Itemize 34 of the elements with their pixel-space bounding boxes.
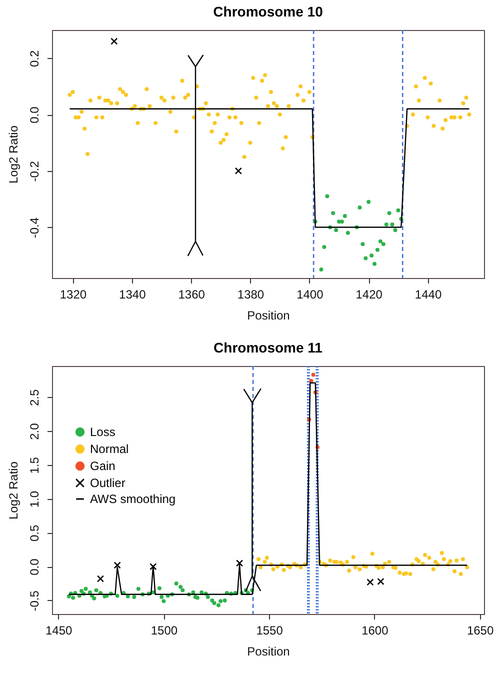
y-tick-label: 2.5 [28, 389, 42, 406]
y-tick-label: -0.5 [28, 590, 42, 612]
x-axis-title: Position [247, 308, 290, 322]
x-tick-label: 1450 [45, 624, 72, 638]
legend-label: Gain [90, 459, 116, 473]
y-tick-label: 1.5 [28, 456, 42, 474]
x-tick-label: 1600 [362, 624, 389, 638]
y-tick-label: 0.0 [28, 558, 42, 576]
legend-label: Loss [90, 425, 116, 439]
x-axis-title: Position [247, 644, 290, 658]
y-axis-title: Log2 Ratio [6, 461, 20, 520]
y-tick-label: 0.0 [28, 106, 42, 124]
chart-title: Chromosome 10 [213, 3, 324, 20]
x-tick-label: 1440 [414, 288, 442, 302]
y-tick-label: -0.4 [28, 217, 42, 238]
x-tick-label: 1320 [60, 288, 87, 302]
legend-label: Normal [90, 442, 129, 456]
y-tick-label: 2.0 [28, 422, 42, 440]
x-tick-label: 1650 [466, 624, 494, 638]
legend-label: Outlier [90, 476, 126, 490]
x-tick-label: 1380 [237, 288, 264, 302]
x-tick-label: 1420 [356, 288, 383, 302]
legend-label: AWS smoothing [90, 492, 176, 506]
x-tick-label: 1400 [296, 288, 324, 302]
y-axis-title: Log2 Ratio [6, 125, 20, 184]
chart-title: Chromosome 11 [214, 339, 323, 356]
x-tick-label: 1550 [256, 624, 284, 638]
x-tick-label: 1500 [150, 624, 178, 638]
y-tick-label: 1.0 [28, 490, 42, 508]
y-tick-label: -0.2 [28, 160, 42, 182]
y-tick-label: 0.2 [28, 50, 42, 68]
x-tick-label: 1360 [178, 288, 206, 302]
x-tick-label: 1340 [119, 288, 146, 302]
y-tick-label: 0.5 [28, 524, 42, 542]
